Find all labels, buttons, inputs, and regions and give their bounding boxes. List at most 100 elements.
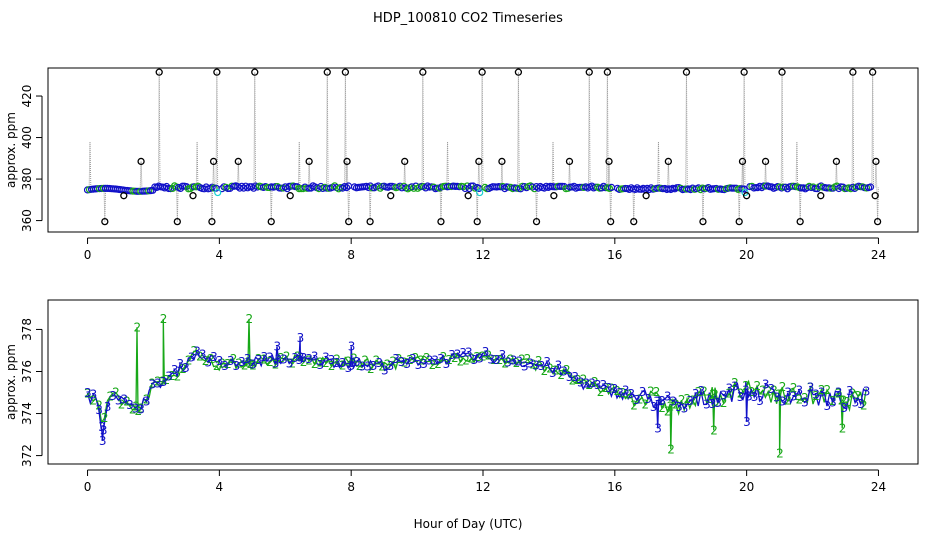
series-3-marker: 3 <box>644 392 652 406</box>
series-3-marker: 3 <box>465 346 473 360</box>
series-3-marker: 3 <box>703 397 711 411</box>
series-3-marker: 3 <box>653 394 661 408</box>
series-2-marker: 2 <box>619 386 627 400</box>
series-3-marker: 3 <box>454 348 462 362</box>
spike-marker <box>137 157 145 166</box>
series-2-marker: 2 <box>378 360 386 374</box>
series-2-marker: 2 <box>143 393 151 407</box>
top-data-points <box>83 68 882 226</box>
series-3-marker: 3 <box>476 351 484 365</box>
y-tick-label: 378 <box>20 318 34 341</box>
series-2-marker: 2 <box>241 359 249 373</box>
series-3-marker: 3 <box>459 346 467 360</box>
series-2-marker: 2 <box>490 353 498 367</box>
series-2-marker: 2 <box>440 350 448 364</box>
spike-marker <box>778 68 786 76</box>
series-2-marker: 2 <box>860 398 868 412</box>
series-3-marker: 3 <box>654 421 662 435</box>
series-2-marker: 2 <box>395 352 403 366</box>
top-axes: 0 4 8 12 16 20 24 360 380 400 420 <box>20 85 886 262</box>
series-2-marker: 2 <box>305 353 313 367</box>
series-3-marker: 3 <box>742 383 750 397</box>
series-3-marker: 3 <box>751 390 759 404</box>
series-2-marker: 2 <box>90 394 98 408</box>
spike-line <box>446 141 449 188</box>
series-2-marker: 2 <box>272 358 280 372</box>
series-2-marker: 2 <box>689 393 697 407</box>
series-3-marker: 3 <box>846 384 854 398</box>
series-2-marker: 2 <box>737 386 745 400</box>
spike-marker <box>387 192 395 200</box>
spike-line <box>269 187 273 222</box>
series-2-marker: 2 <box>664 405 672 419</box>
series-2-marker: 2 <box>667 442 675 456</box>
series-3-marker: 3 <box>398 355 406 369</box>
spike-marker <box>343 157 351 166</box>
series-3-marker: 3 <box>274 339 282 353</box>
spike-marker <box>419 68 427 76</box>
y-tick-label: 420 <box>20 85 34 108</box>
spike-marker <box>286 192 294 200</box>
spike-line <box>403 161 407 188</box>
series-3-marker: 3 <box>364 360 372 374</box>
spike-line <box>212 161 215 188</box>
series-3-marker: 3 <box>622 384 630 398</box>
spike-marker <box>341 68 350 76</box>
x-tick-label: 0 <box>84 480 92 494</box>
spike-marker <box>585 68 593 76</box>
series-3-marker: 3 <box>233 359 241 373</box>
series-2-marker: 2 <box>597 385 605 399</box>
spike-marker <box>120 192 128 200</box>
data-point <box>226 184 234 192</box>
series-3-marker: 3 <box>381 363 389 377</box>
spike-marker <box>738 157 747 166</box>
spike-marker <box>742 192 751 200</box>
series-3-marker: 3 <box>221 359 229 373</box>
series-3-marker: 3 <box>297 350 305 364</box>
series-3-marker: 3 <box>499 348 507 362</box>
x-tick-label: 4 <box>216 480 224 494</box>
spike-marker <box>155 68 163 76</box>
spike-marker <box>761 157 770 166</box>
series-2-marker: 2 <box>801 391 809 405</box>
series-2-marker: 2 <box>333 353 341 367</box>
series-3-marker: 3 <box>650 400 658 414</box>
series-2-marker: 2 <box>224 357 232 371</box>
series-2-marker: 2 <box>818 383 826 397</box>
series-3-marker: 3 <box>182 361 190 375</box>
series-3-marker: 3 <box>431 353 439 367</box>
series-3-marker: 3 <box>448 348 456 362</box>
series-3-marker: 3 <box>121 392 129 406</box>
series-2-marker: 2 <box>854 389 862 403</box>
series-3-marker: 3 <box>790 389 798 403</box>
series-2-marker: 2 <box>112 386 120 400</box>
x-axis-label: Hour of Day (UTC) <box>414 517 523 531</box>
series-2-marker: 2 <box>835 386 843 400</box>
spike-line <box>157 72 161 188</box>
series-3-marker: 3 <box>227 354 235 368</box>
y-tick-label: 400 <box>20 126 34 149</box>
series-3-marker: 3 <box>796 383 804 397</box>
series-3-marker: 3 <box>737 390 745 404</box>
spike-line <box>344 72 347 188</box>
top-plot-frame <box>47 67 919 233</box>
series-3-marker: 3 <box>628 387 636 401</box>
spike-line <box>609 187 612 222</box>
series-3-marker: 3 <box>132 402 140 416</box>
series-3-marker: 3 <box>392 352 400 366</box>
series-3-marker: 3 <box>188 351 196 365</box>
spike-marker <box>605 157 613 166</box>
series-2-marker: 2 <box>219 357 227 371</box>
series-3-marker: 3 <box>100 423 108 437</box>
spike-marker <box>869 68 877 76</box>
series-2-marker: 2 <box>339 358 347 372</box>
series-2-marker: 2 <box>812 389 820 403</box>
series-3-marker: 3 <box>698 384 706 398</box>
series-2-marker: 2 <box>84 386 92 400</box>
series-3-marker: 3 <box>731 379 739 393</box>
spike-line <box>421 72 425 188</box>
series-2-marker: 2 <box>179 362 187 376</box>
spike-line <box>741 161 744 188</box>
series-2-marker: 2 <box>202 354 210 368</box>
